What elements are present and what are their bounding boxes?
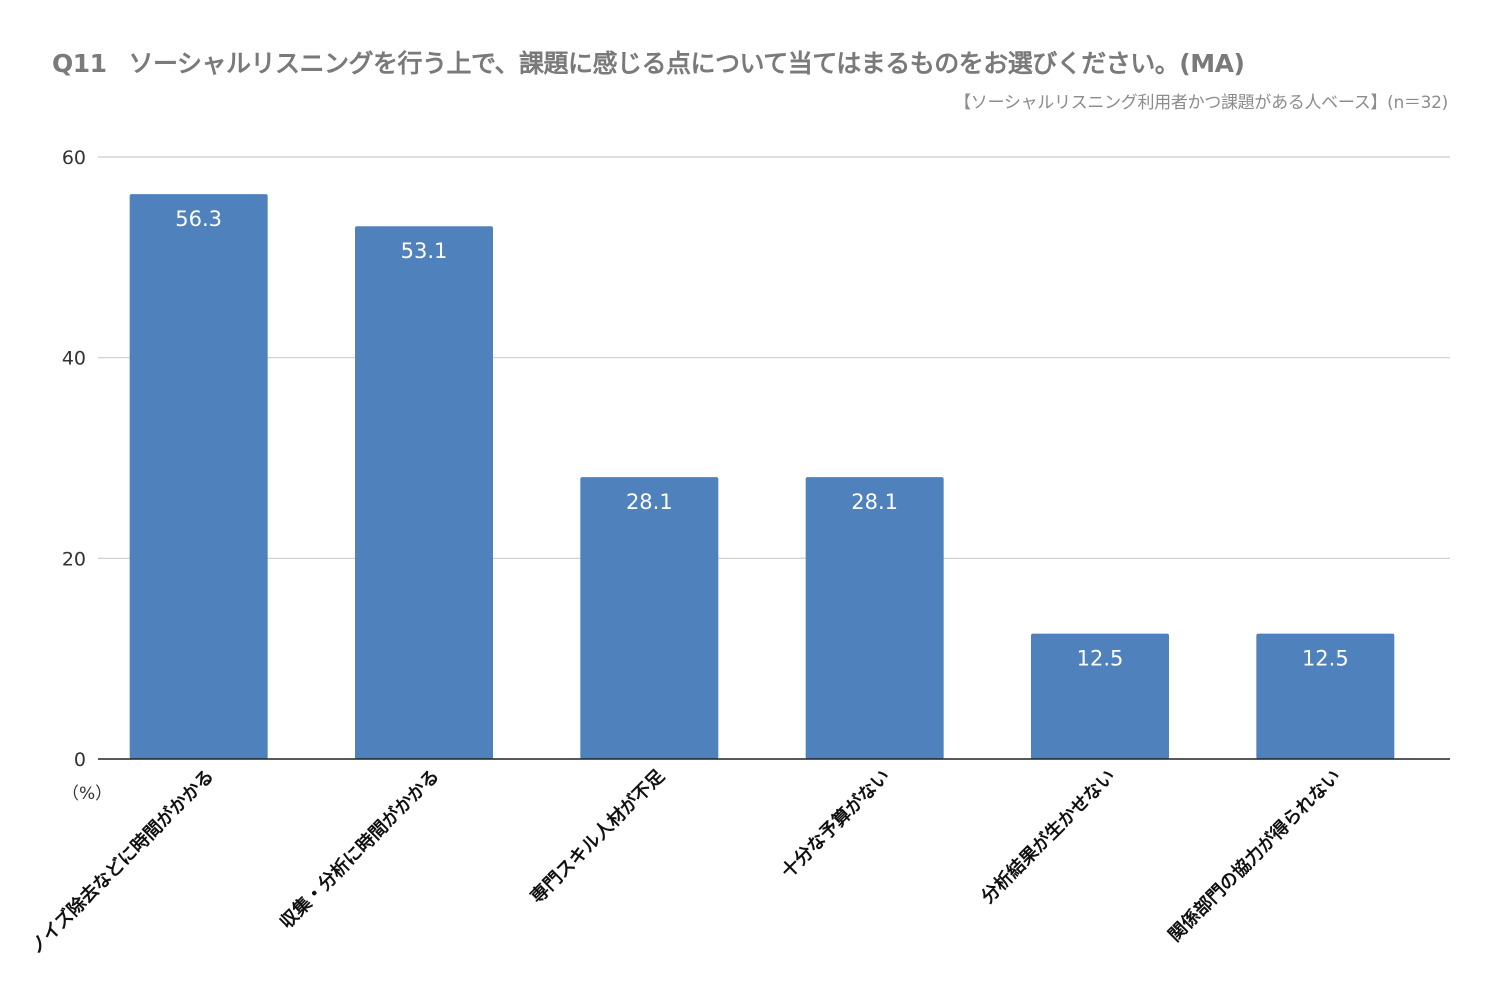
x-tick-label: ノイズ除去などに時間がかかる xyxy=(25,765,218,958)
bar xyxy=(129,194,268,759)
question-number: Q11 xyxy=(52,49,107,78)
y-tick-label: 0 xyxy=(74,749,86,771)
question-text: ソーシャルリスニングを行う上で、課題に感じる点について当てはまるものをお選びくだ… xyxy=(128,49,1245,78)
bar xyxy=(805,477,944,759)
data-label: 28.1 xyxy=(851,490,898,514)
x-tick-label: 収集・分析に時間がかかる xyxy=(275,765,443,933)
x-tick-label: 関係部門の協力が得られない xyxy=(1164,765,1345,946)
y-unit-label: （%） xyxy=(62,784,113,804)
y-tick-label: 40 xyxy=(62,348,86,370)
bar xyxy=(355,226,493,760)
bar xyxy=(580,477,719,759)
data-label: 12.5 xyxy=(1302,647,1349,671)
bar xyxy=(1031,633,1169,759)
data-label: 28.1 xyxy=(626,490,673,514)
x-tick-label: 専門スキル人材が不足 xyxy=(526,765,669,908)
data-label: 56.3 xyxy=(175,207,222,231)
chart-title: Q11 ソーシャルリスニングを行う上で、課題に感じる点について当てはまるものをお選… xyxy=(52,44,1245,80)
y-tick-label: 20 xyxy=(62,548,86,570)
data-label: 12.5 xyxy=(1077,647,1124,671)
data-label: 53.1 xyxy=(401,239,448,263)
x-tick-label: 十分な予算がない xyxy=(777,765,894,882)
x-tick-label: 分析結果が生かせない xyxy=(977,765,1120,908)
y-tick-label: 60 xyxy=(62,147,86,169)
base-note: 【ソーシャルリスニング利用者かつ課題がある人ベース】(n＝32) xyxy=(954,93,1448,113)
bar xyxy=(1256,633,1395,759)
